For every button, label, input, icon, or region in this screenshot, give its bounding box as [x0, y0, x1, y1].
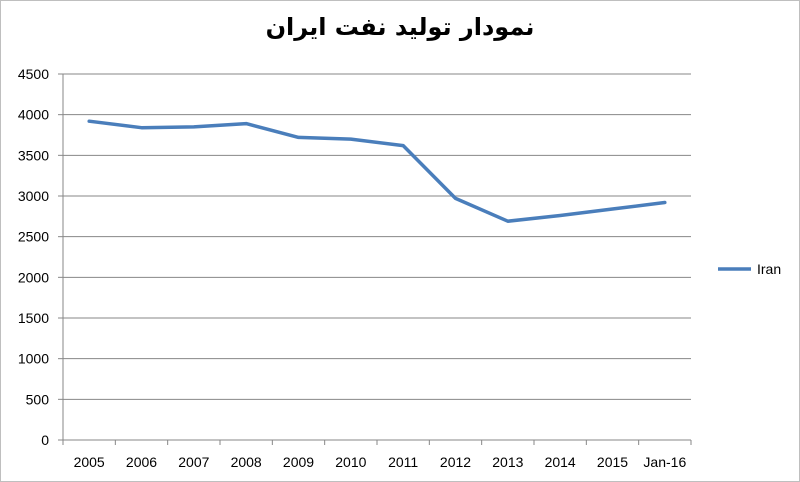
- y-tick-label: 0: [41, 432, 49, 448]
- x-tick-label: 2009: [283, 454, 314, 470]
- gridlines: [63, 73, 691, 400]
- x-tick-label: 2006: [126, 454, 157, 470]
- x-tick-label: 2012: [440, 454, 471, 470]
- y-tick-label: 3500: [18, 147, 49, 163]
- x-tick-label: 2011: [388, 454, 418, 470]
- y-tick-label: 1000: [18, 351, 49, 367]
- legend-label: Iran: [757, 261, 781, 277]
- chart-title: نمودار تولید نفت ایران: [265, 13, 535, 41]
- y-tick-label: 3000: [18, 188, 49, 204]
- y-tick-label: 4500: [18, 66, 49, 82]
- y-tick-label: 2500: [18, 229, 49, 245]
- y-tick-label: 1500: [18, 310, 49, 326]
- x-tick-label: 2015: [597, 454, 628, 470]
- x-tick-label: 2010: [335, 454, 366, 470]
- x-tick-label: 2005: [74, 454, 105, 470]
- x-tick-label: Jan-16: [643, 454, 686, 470]
- x-tick-label: 2013: [492, 454, 523, 470]
- series-layer: [87, 119, 667, 223]
- axes: 0 500 1000 1500 2000 2500 3000 3500 4000 4500 2005…: [18, 66, 692, 470]
- y-tick-label: 2000: [18, 269, 49, 285]
- x-tick-label: 2014: [545, 454, 576, 470]
- x-tick-label: 2007: [178, 454, 209, 470]
- y-tick-label: 4000: [18, 107, 49, 123]
- legend: Iran: [718, 261, 781, 277]
- series-line-iran: [87, 119, 667, 223]
- y-tick-label: 500: [26, 391, 50, 407]
- x-tick-label: 2008: [231, 454, 262, 470]
